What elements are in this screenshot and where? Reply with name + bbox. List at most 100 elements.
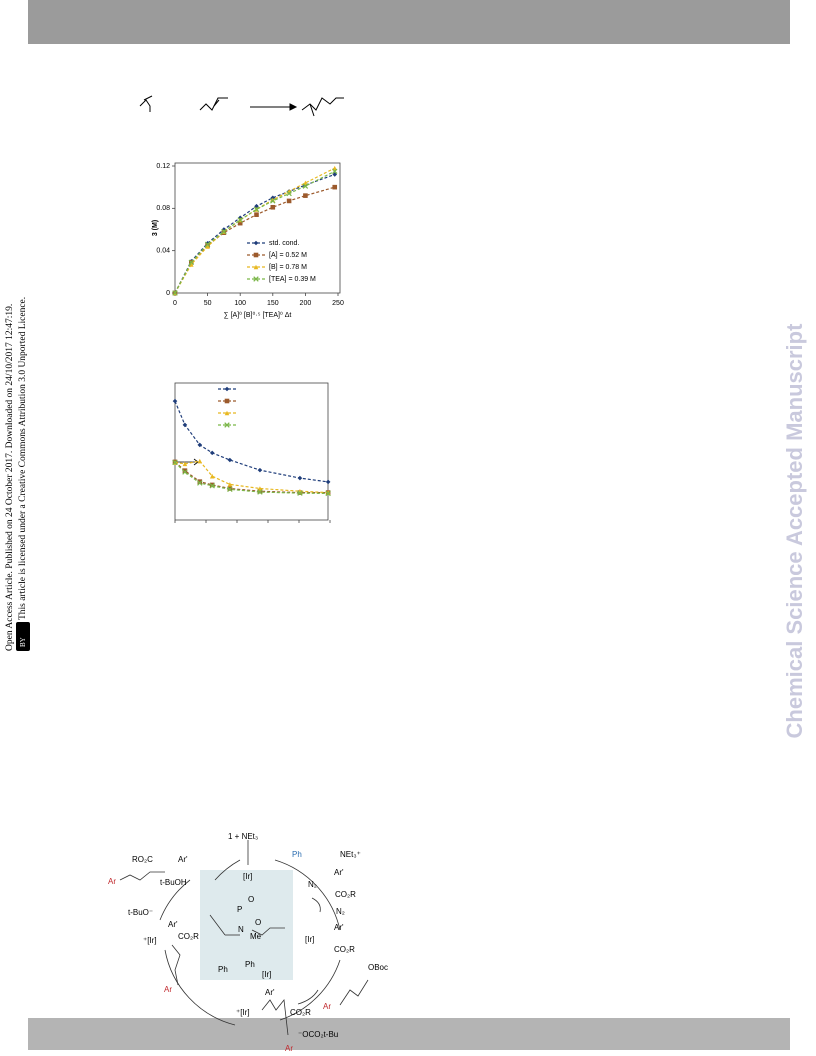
x-tick-label: 50	[204, 300, 212, 307]
legend-label: std. cond.	[269, 240, 299, 247]
scheme-label: Ph	[292, 850, 302, 859]
charts: 0 50 100 150 200 250 0 0.04 0.08 0.12 3 (M) ∑ [A]⁰ …	[152, 162, 344, 523]
marker	[325, 490, 331, 497]
marker	[197, 480, 203, 486]
marker	[227, 457, 233, 463]
marker	[332, 165, 338, 171]
y-tick-label: 0	[166, 290, 170, 297]
header-bar	[28, 0, 790, 44]
scheme-label: CO₂R	[334, 945, 355, 954]
marker	[188, 259, 195, 266]
marker	[303, 193, 308, 198]
x-tick-label: 100	[234, 300, 246, 307]
marker	[270, 198, 276, 204]
x-tick-label: 250	[332, 300, 344, 307]
marker	[209, 483, 215, 489]
marker	[224, 398, 230, 404]
reaction-scheme	[139, 95, 344, 117]
marker	[297, 475, 303, 481]
scheme-label: ⁺[Ir]	[236, 1008, 250, 1017]
marker	[253, 206, 260, 213]
annotation-arrow	[175, 458, 199, 466]
scheme-label: Ar'	[334, 923, 344, 932]
marker	[286, 190, 292, 197]
marker	[332, 172, 338, 177]
scheme-label: Ar	[108, 877, 116, 886]
scheme-label: t-BuO⁻	[128, 908, 154, 917]
scheme-label: OBoc	[368, 963, 389, 972]
scheme-label: N₂	[308, 880, 317, 889]
marker	[224, 410, 230, 416]
legend-label: [A] = 0.52 M	[269, 252, 307, 259]
series-line	[174, 173, 335, 294]
marker	[253, 252, 259, 258]
marker	[209, 473, 215, 479]
scheme-label: Ph	[218, 965, 228, 974]
marker	[254, 212, 259, 217]
marker	[253, 276, 259, 282]
scheme-label: O	[255, 918, 262, 927]
x-tick-label: 0	[173, 300, 177, 307]
marker	[209, 450, 215, 456]
scheme-label: t-BuOH	[160, 878, 187, 887]
marker	[297, 490, 303, 496]
marker	[253, 264, 259, 270]
marker	[237, 220, 243, 226]
marker	[204, 241, 211, 248]
scheme-label: Ar	[323, 1002, 331, 1011]
marker	[172, 459, 178, 466]
scheme-label: 1 + NEt₃	[228, 832, 259, 841]
scheme-label: ⁻OCO₂t-Bu	[298, 1030, 339, 1039]
scheme-label: N₂	[336, 907, 345, 916]
marker	[197, 458, 203, 464]
scheme-label: [Ir]	[305, 935, 315, 944]
scheme-label: ⁺[Ir]	[143, 936, 157, 945]
scheme-label: [Ir]	[262, 970, 272, 979]
x-tick-label: 200	[300, 300, 312, 307]
marker	[182, 468, 188, 473]
marker	[332, 184, 338, 190]
scheme-label: CO₂R	[178, 932, 199, 941]
marker	[224, 422, 230, 428]
scheme-label: Ar'	[178, 855, 188, 864]
marker	[237, 217, 243, 223]
x-axis-label: ∑ [A]⁰ [B]⁰·⁵ [TEA]⁰ Δt	[224, 311, 292, 319]
marker	[197, 442, 203, 448]
marker	[172, 290, 178, 296]
scheme-label: Ar	[164, 985, 172, 994]
marker	[253, 240, 259, 246]
marker	[227, 486, 233, 493]
series-line	[174, 460, 329, 494]
legend-label: [B] = 0.78 M	[269, 264, 307, 271]
footer-bar	[28, 1018, 790, 1050]
marker	[172, 398, 178, 404]
marker	[182, 461, 188, 467]
marker	[325, 479, 331, 485]
marker	[257, 467, 263, 473]
y-tick-label: 0.04	[156, 248, 170, 255]
marker	[286, 198, 292, 204]
marker	[197, 479, 203, 484]
plot-frame	[174, 382, 329, 521]
marker	[221, 228, 227, 235]
marker	[224, 386, 230, 392]
scheme-label: Ar	[285, 1044, 293, 1053]
y-axis-label: 3 (M)	[152, 220, 159, 236]
legend-label: [TEA] = 0.39 M	[269, 276, 316, 283]
scheme-label: CO₂R	[290, 1008, 311, 1017]
plot-frame	[174, 162, 341, 294]
marker	[257, 486, 263, 491]
cycle-arrows	[119, 840, 369, 1036]
scheme-label: CO₂R	[335, 890, 356, 899]
scheme-label: Ar'	[265, 988, 275, 997]
marker	[254, 203, 259, 209]
y-tick-label: 0.08	[156, 205, 170, 212]
marker	[332, 168, 338, 175]
marker	[257, 489, 263, 495]
series-line	[174, 170, 336, 294]
scheme-label: RO₂C	[132, 855, 153, 864]
marker	[182, 469, 188, 475]
scheme-label: NEt₃⁺	[340, 850, 361, 859]
